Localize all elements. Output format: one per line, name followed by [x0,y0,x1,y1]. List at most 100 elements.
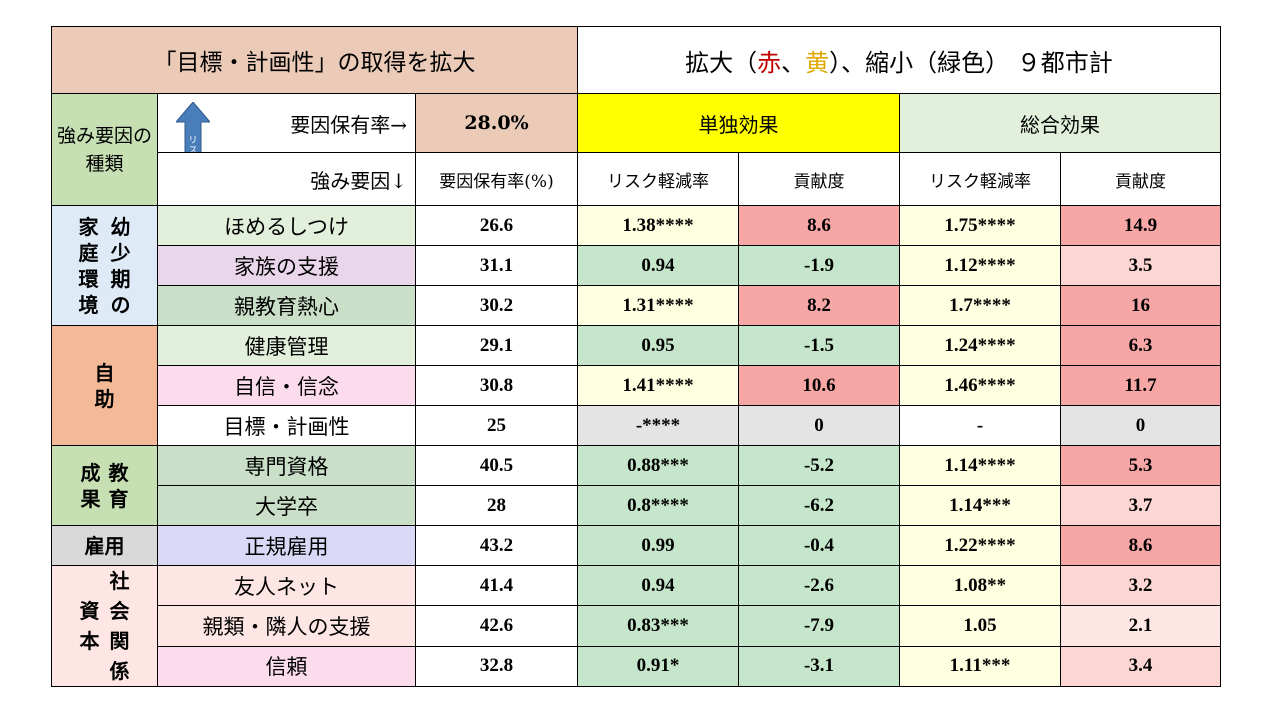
total-risk: 1.14*** [899,485,1061,526]
col-solo-risk: リスク軽減率 [577,152,739,206]
solo-risk: 0.99 [577,525,739,566]
holding-rate: 28 [415,485,578,526]
total-contrib: 3.2 [1060,564,1221,607]
solo-contrib: -0.4 [738,525,900,566]
solo-risk: 0.8**** [577,485,739,526]
title-right-middle: ）、縮小（緑色） [829,48,1010,77]
factor-name: 健康管理 [157,325,416,366]
kind-header: 強み要因の種類 [51,93,158,206]
col-solo-contrib: 貢献度 [738,152,900,206]
solo-risk: 1.41**** [577,365,739,406]
holding-rate: 25 [415,405,578,446]
title-right-prefix: 拡大（ [685,48,758,77]
solo-risk: 1.38**** [577,205,739,246]
total-risk: 1.46**** [899,365,1061,406]
holding-rate: 26.6 [415,205,578,246]
holding-rate: 40.5 [415,445,578,486]
category-social-capital: 社 資会 本関 係 [51,565,158,687]
holding-rate: 30.8 [415,365,578,406]
total-contrib: 16 [1060,285,1221,326]
cat-char: の [110,292,131,317]
solo-risk: 0.94 [577,245,739,286]
cat-char: 成 [80,460,101,485]
total-risk: 1.11*** [899,645,1061,688]
total-contrib: 2.1 [1060,605,1221,647]
solo-risk: 0.83*** [577,605,739,647]
arrow-label: リスク軽減 [188,136,198,153]
total-risk: 1.12**** [899,245,1061,286]
solo-contrib: -2.6 [738,564,900,607]
risk-reduction-arrow-icon: リスク軽減 [174,101,212,153]
holding-rate: 43.2 [415,525,578,566]
category-childhood-family: 家幼 庭少 環期 境の [51,205,158,326]
category-employment: 雇用 [51,525,158,566]
holding-rate-value: 28.0% [415,93,578,153]
solo-risk: 0.94 [577,564,739,607]
factor-name: 正規雇用 [157,525,416,566]
total-risk: - [899,405,1061,446]
cat-char: 係 [109,659,130,683]
total-contrib: 3.7 [1060,485,1221,526]
title-left: 「目標・計画性」の取得を拡大 [51,26,578,94]
col-total-contrib: 貢献度 [1060,152,1221,206]
total-contrib: 11.7 [1060,365,1221,406]
total-risk: 1.75**** [899,205,1061,246]
solo-contrib: -6.2 [738,485,900,526]
solo-contrib: -7.9 [738,605,900,647]
effect-table: 「目標・計画性」の取得を拡大 拡大（赤、黄）、縮小（緑色） ９都市計 強み要因の… [51,26,1221,688]
cat-char: 果 [80,486,101,511]
factor-name: 大学卒 [157,485,416,526]
total-effect-header: 総合効果 [899,93,1221,153]
title-right: 拡大（赤、黄）、縮小（緑色） ９都市計 [577,26,1221,94]
holding-rate: 32.8 [415,645,578,688]
col-holding-rate: 要因保有率(%) [415,152,578,206]
holding-rate-label: 要因保有率→ [290,112,407,137]
cat-char: 少 [110,240,131,265]
cat-char: 庭 [78,240,99,265]
holding-rate: 29.1 [415,325,578,366]
solo-risk: 0.91* [577,645,739,688]
solo-contrib: 8.2 [738,285,900,326]
factor-name: 友人ネット [157,564,416,607]
factor-name: 親教育熱心 [157,285,416,326]
total-contrib: 14.9 [1060,205,1221,246]
total-risk: 1.05 [899,605,1061,647]
cat-char: 社 [109,569,130,593]
factor-name: 目標・計画性 [157,405,416,446]
solo-contrib: -1.9 [738,245,900,286]
title-right-red: 赤 [757,48,782,77]
total-risk: 1.08** [899,564,1061,607]
solo-risk: 0.95 [577,325,739,366]
solo-risk: -**** [577,405,739,446]
title-right-suffix: ９都市計 [1016,48,1113,77]
total-risk: 1.14**** [899,445,1061,486]
total-risk: 1.24**** [899,325,1061,366]
cat-char: 本 [79,629,100,653]
cat-char: 境 [78,292,99,317]
solo-contrib: -3.1 [738,645,900,688]
solo-contrib: -5.2 [738,445,900,486]
cat-char: 教 [108,460,129,485]
cat-char: 自 [94,360,115,385]
factor-name: 自信・信念 [157,365,416,406]
holding-rate: 42.6 [415,605,578,647]
strength-factor-label: 強み要因↓ [157,152,416,206]
cat-char: 関 [109,629,130,653]
solo-risk: 0.88*** [577,445,739,486]
holding-rate: 30.2 [415,285,578,326]
category-education-result: 成教 果育 [51,445,158,526]
total-contrib: 3.5 [1060,245,1221,286]
cat-char: 助 [94,386,115,411]
factor-name: 家族の支援 [157,245,416,286]
category-self-help: 自 助 [51,325,158,446]
factor-name: 信頼 [157,645,416,688]
solo-contrib: 0 [738,405,900,446]
total-risk: 1.22**** [899,525,1061,566]
total-contrib: 5.3 [1060,445,1221,486]
cat-char: 家 [78,214,99,239]
solo-contrib: -1.5 [738,325,900,366]
holding-rate-label-cell: リスク軽減 要因保有率→ [157,93,416,153]
factor-name: 親類・隣人の支援 [157,605,416,647]
total-contrib: 6.3 [1060,325,1221,366]
title-right-sep: 、 [781,48,806,77]
